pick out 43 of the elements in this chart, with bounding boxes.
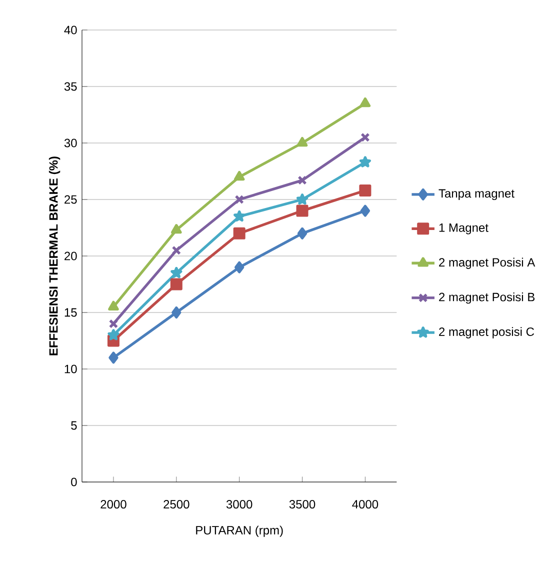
legend-label: 1 Magnet: [439, 224, 488, 234]
legend-label: 2 magnet posisi C: [439, 327, 534, 338]
point: [359, 184, 372, 196]
legend-label: Tanpa magnet: [438, 189, 514, 200]
x-tick-label: 3000: [226, 500, 252, 509]
point: [298, 176, 307, 185]
point: [172, 246, 182, 255]
x-tick-label: 2500: [164, 500, 190, 509]
legend-label: 2 magnet Posisi B: [439, 292, 535, 304]
point: [234, 261, 244, 274]
y-tick-label: 25: [64, 195, 77, 204]
point: [234, 210, 246, 222]
x-tick-label: 2000: [100, 500, 126, 509]
y-tick-label: 20: [64, 252, 77, 260]
point: [172, 306, 182, 318]
point: [296, 204, 308, 217]
y-tick-label: 35: [64, 82, 77, 91]
point: [171, 224, 182, 234]
point: [108, 352, 118, 364]
y-tick-label: 15: [64, 308, 77, 317]
y-tick-label: 30: [64, 138, 77, 148]
x-axis-title: PUTARAN (rpm): [196, 526, 283, 537]
point: [234, 170, 245, 181]
point: [108, 329, 120, 340]
point: [170, 278, 182, 290]
point: [296, 194, 308, 205]
y-axis-title: EFFESIENSI THERMAL BRAKE (%): [48, 156, 60, 356]
point: [233, 227, 246, 240]
legend-label: 2 magnet Posisi A: [439, 258, 536, 269]
point: [360, 204, 370, 217]
point: [234, 194, 244, 204]
point: [170, 266, 182, 278]
point: [360, 97, 371, 108]
point: [359, 156, 371, 168]
y-tick-label: 5: [71, 421, 77, 430]
point: [108, 300, 119, 311]
point: [296, 137, 308, 147]
point: [297, 227, 308, 240]
y-tick-label: 40: [64, 26, 77, 34]
y-tick-label: 10: [64, 364, 77, 374]
x-tick-label: 4000: [352, 500, 378, 509]
y-tick-label: 0: [71, 478, 77, 486]
x-tick-label: 3500: [289, 500, 316, 509]
